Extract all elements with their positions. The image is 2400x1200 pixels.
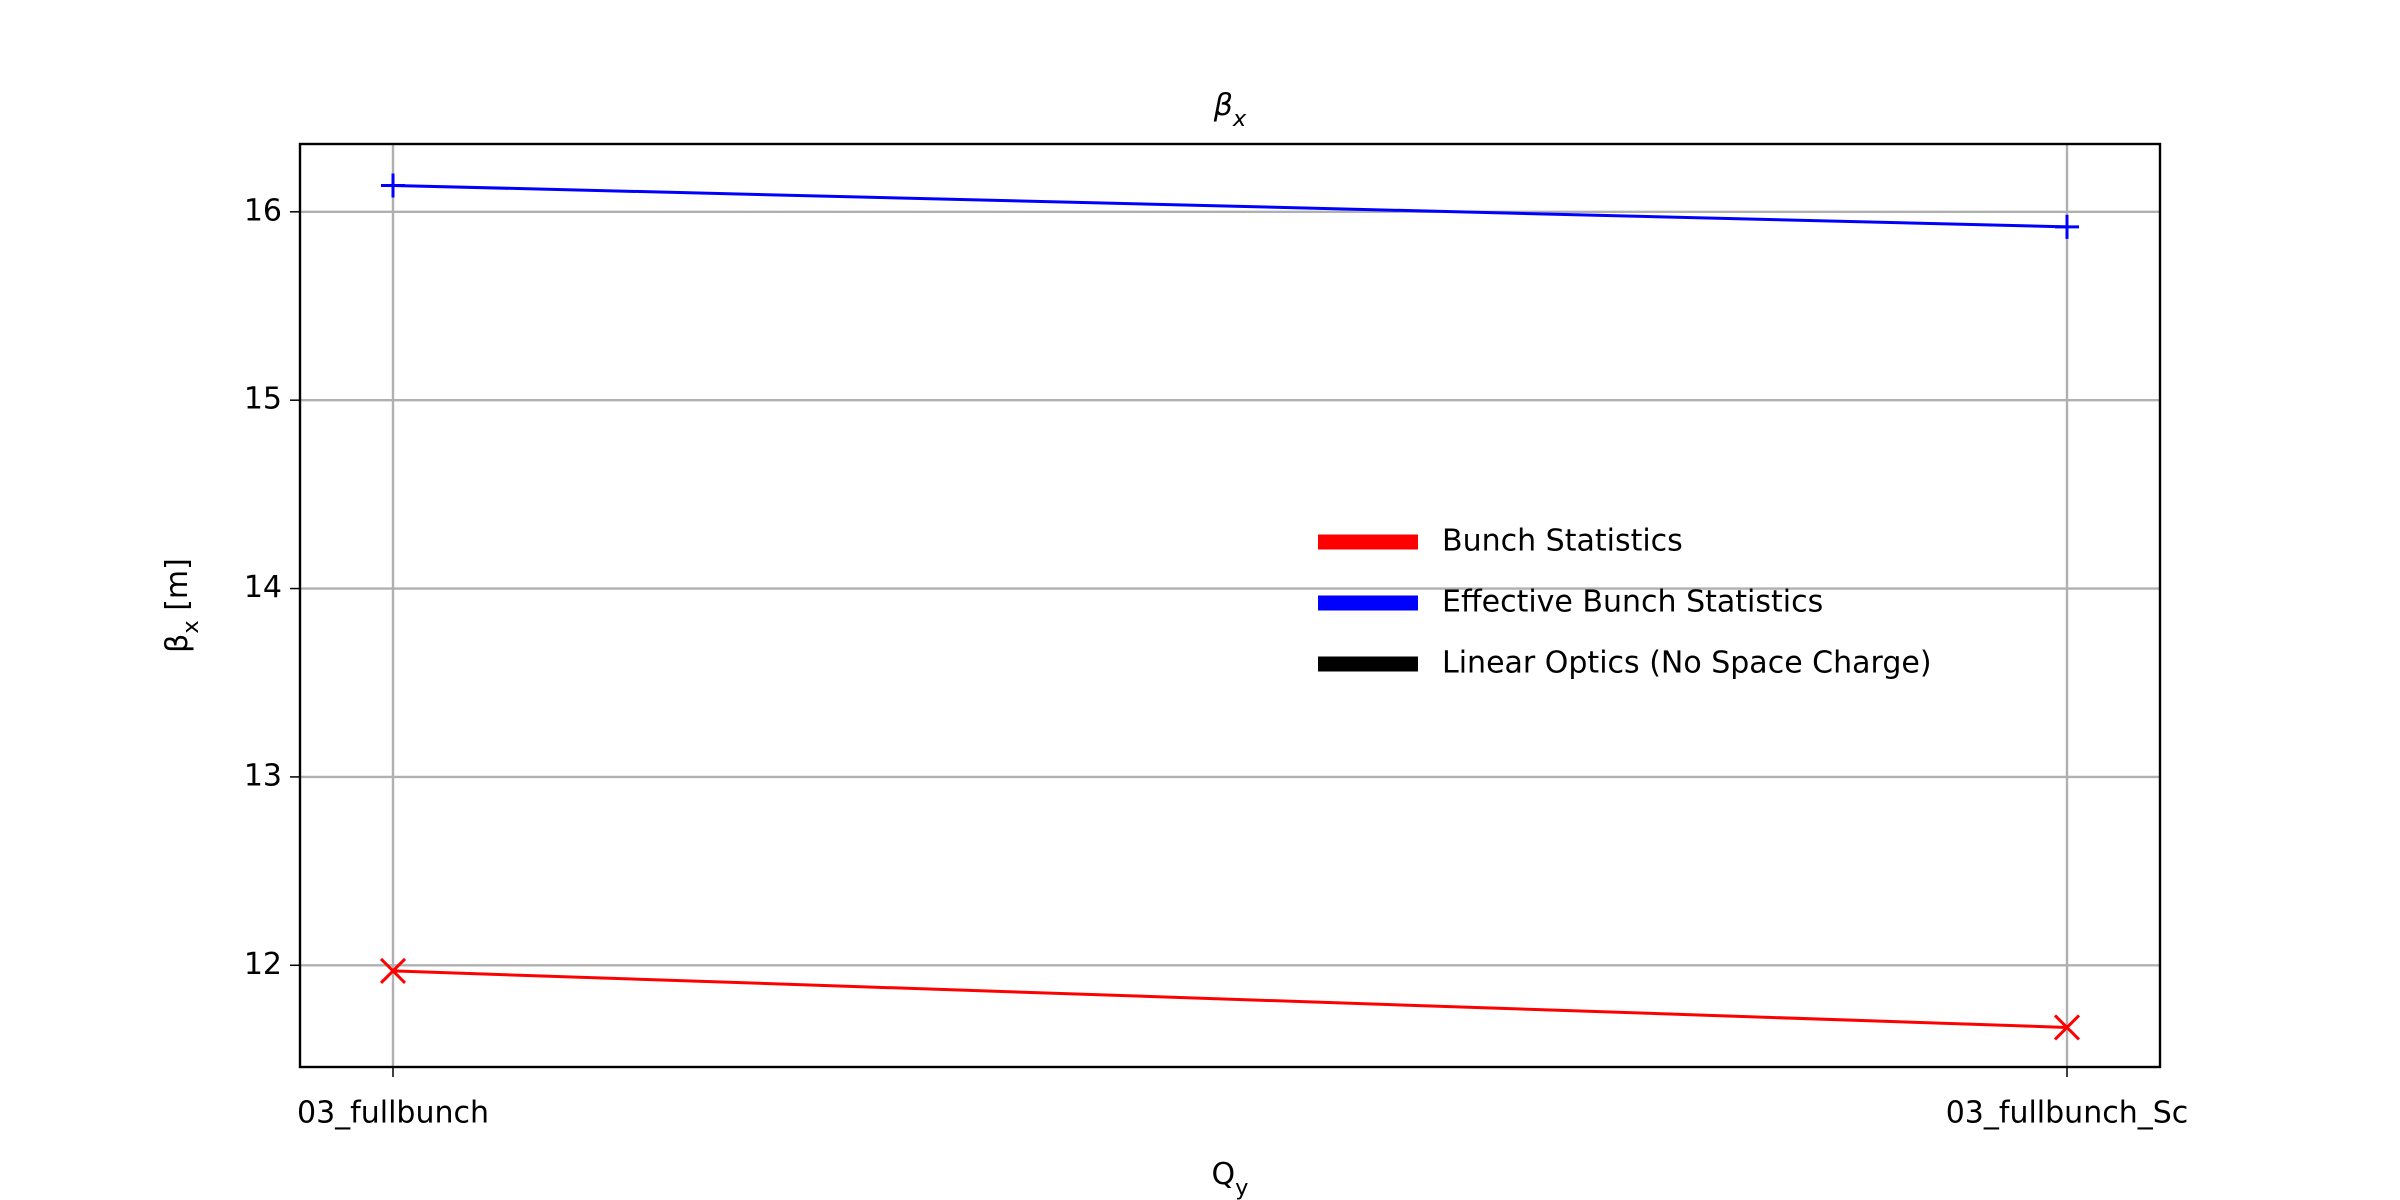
x-axis-label: Qy bbox=[1212, 1157, 1249, 1200]
y-tick-label: 15 bbox=[244, 382, 282, 417]
y-tick-label: 13 bbox=[244, 758, 282, 793]
x-axis-label-part: Q bbox=[1212, 1157, 1236, 1192]
marker bbox=[2055, 214, 2079, 239]
x-axis-label-part: y bbox=[1235, 1175, 1248, 1200]
x-tick-label: 03_fullbunch bbox=[297, 1096, 489, 1131]
y-axis-label-part: x bbox=[178, 620, 204, 633]
chart-title: βx bbox=[1213, 88, 1247, 132]
y-axis-label: βx [m] bbox=[160, 558, 204, 653]
legend-label: Linear Optics (No Space Charge) bbox=[1442, 646, 1932, 681]
chart-title-part: x bbox=[1232, 106, 1247, 132]
marker bbox=[2053, 1014, 2081, 1041]
chart-title-part: β bbox=[1213, 88, 1233, 123]
x-tick-label: 03_fullbunch_Sc bbox=[1946, 1096, 2189, 1131]
marker bbox=[379, 957, 407, 984]
y-tick-label: 16 bbox=[244, 193, 282, 228]
y-axis-label-part: [m] bbox=[160, 558, 195, 620]
legend-label: Bunch Statistics bbox=[1442, 524, 1683, 559]
y-tick-label: 14 bbox=[244, 570, 282, 605]
marker bbox=[381, 173, 405, 198]
y-axis-label-part: β bbox=[160, 634, 195, 653]
plot-frame bbox=[298, 142, 2162, 1069]
series-line bbox=[392, 183, 2068, 229]
series-line bbox=[392, 969, 2068, 1029]
legend-label: Effective Bunch Statistics bbox=[1442, 585, 1823, 620]
y-tick-label: 12 bbox=[244, 947, 282, 982]
